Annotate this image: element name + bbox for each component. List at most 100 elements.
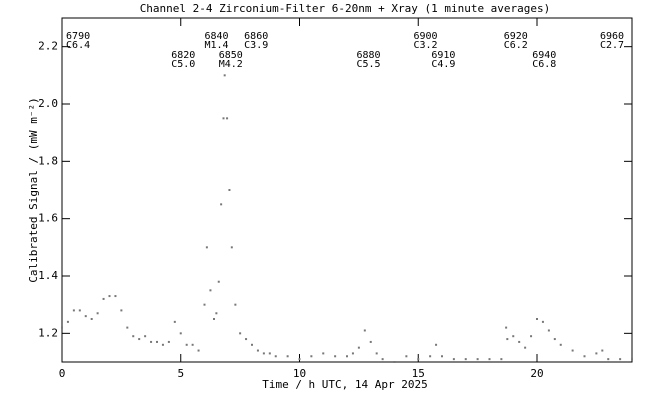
data-point [66, 320, 69, 323]
data-point [541, 320, 544, 323]
data-point [559, 343, 562, 346]
data-point [223, 74, 226, 77]
flare-class: C4.9 [431, 59, 455, 70]
y-tick-label: 1.8 [38, 154, 58, 167]
data-point [512, 335, 515, 338]
flare-number: 6850 [219, 50, 243, 61]
data-point [84, 315, 87, 318]
data-point [286, 355, 289, 358]
data-point [571, 349, 574, 352]
data-point [179, 332, 182, 335]
data-point [245, 338, 248, 341]
data-point [310, 355, 313, 358]
data-point [405, 355, 408, 358]
flare-class: M4.2 [219, 59, 243, 70]
data-point [126, 326, 129, 329]
flare-class: C6.2 [504, 40, 528, 51]
data-point [228, 189, 231, 191]
data-point [488, 358, 491, 361]
data-point [631, 358, 633, 361]
data-point [417, 358, 420, 361]
data-point [114, 295, 117, 298]
data-point [334, 355, 337, 358]
data-point [393, 361, 396, 363]
data-point [375, 352, 378, 355]
data-point [167, 340, 170, 343]
data-point [173, 320, 176, 323]
data-point [518, 340, 521, 343]
data-point [226, 117, 229, 120]
data-point [161, 343, 164, 346]
data-point [583, 355, 586, 358]
y-tick-label: 1.4 [38, 269, 58, 282]
data-point [191, 343, 194, 346]
data-point [607, 358, 610, 361]
data-point [357, 346, 360, 349]
flare-class: M1.4 [205, 40, 229, 51]
flare-class: C6.8 [532, 59, 556, 70]
data-point [197, 349, 200, 352]
flare-class: C5.0 [171, 59, 195, 70]
flare-class: C6.4 [66, 40, 90, 51]
data-point [547, 329, 550, 332]
data-point [268, 352, 271, 355]
data-point [530, 335, 533, 338]
data-point [230, 246, 233, 249]
data-point [102, 297, 105, 300]
data-point [524, 346, 527, 349]
flare-number: 6860 [244, 31, 268, 42]
data-point [61, 326, 63, 329]
data-point [222, 117, 225, 120]
flare-class: C3.2 [414, 40, 438, 51]
data-point [274, 355, 277, 358]
data-point [595, 352, 598, 355]
y-tick-label: 2.0 [38, 97, 58, 110]
data-point [144, 335, 147, 338]
flare-class: C5.5 [357, 59, 381, 70]
data-point [363, 329, 366, 332]
data-point [215, 312, 218, 315]
x-axis-label: Time / h UTC, 14 Apr 2025 [262, 378, 428, 391]
flare-number: 6920 [504, 31, 528, 42]
x-tick-label: 15 [412, 367, 425, 380]
data-point [220, 203, 223, 206]
data-point [185, 343, 188, 346]
data-point [156, 340, 158, 343]
flare-class: C3.9 [244, 40, 268, 51]
flare-number: 6900 [414, 31, 438, 42]
data-point [209, 289, 212, 292]
data-point [506, 338, 509, 341]
y-tick-label: 2.2 [38, 40, 58, 53]
flare-number: 6820 [171, 50, 195, 61]
data-point [213, 318, 215, 320]
x-tick-label: 20 [530, 367, 543, 380]
data-point [132, 335, 135, 338]
data-point [150, 340, 153, 343]
data-point [369, 340, 372, 343]
data-point [203, 303, 206, 306]
data-point [346, 355, 348, 358]
data-point [262, 352, 265, 355]
data-point [452, 358, 455, 361]
x-tick-label: 0 [59, 367, 66, 380]
y-tick-label: 1.2 [38, 326, 58, 339]
plot-frame [61, 17, 633, 363]
data-point [120, 309, 123, 312]
data-point [435, 343, 438, 346]
data-point [381, 358, 384, 361]
data-point [234, 303, 237, 306]
data-point [619, 358, 622, 361]
data-point [322, 352, 325, 355]
flare-number: 6840 [205, 31, 229, 42]
data-point [500, 358, 503, 361]
data-point [138, 338, 141, 341]
data-point [536, 318, 538, 320]
data-point [351, 352, 354, 355]
data-point [505, 326, 508, 329]
data-point [601, 349, 604, 352]
flare-number: 6790 [66, 31, 90, 42]
data-point [553, 338, 556, 341]
data-point [256, 349, 259, 352]
data-point [239, 332, 242, 335]
